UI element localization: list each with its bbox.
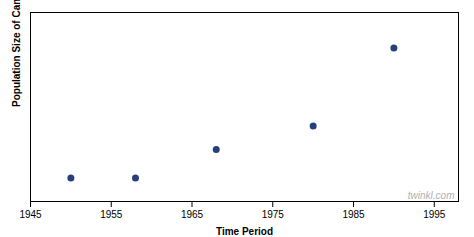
svg-text:Population Size of Cane Toad: Population Size of Cane Toad [11, 0, 22, 107]
svg-text:1995: 1995 [423, 209, 446, 220]
svg-text:Time Period: Time Period [216, 226, 273, 237]
svg-text:1965: 1965 [181, 209, 204, 220]
svg-text:twinkl.com: twinkl.com [408, 190, 455, 201]
svg-text:1975: 1975 [262, 209, 285, 220]
svg-text:1985: 1985 [342, 209, 365, 220]
svg-text:1955: 1955 [100, 209, 123, 220]
svg-text:1945: 1945 [19, 209, 42, 220]
